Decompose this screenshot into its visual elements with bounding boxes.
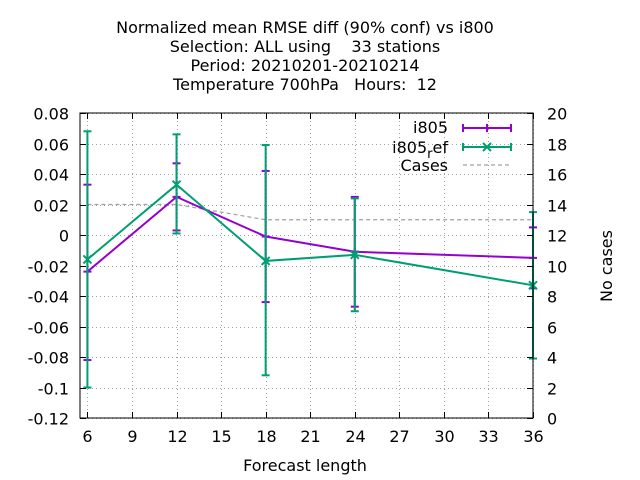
- legend-label-i805-ref-main: i805: [392, 138, 427, 157]
- y-tick-label: 0.02: [33, 197, 69, 216]
- y2-tick-label: 18: [547, 136, 567, 155]
- title-line-1: Normalized mean RMSE diff (90% conf) vs …: [116, 18, 494, 37]
- legend-marker: [482, 142, 492, 152]
- title-line-4: Temperature 700hPa Hours: 12: [172, 75, 437, 94]
- grid: [80, 113, 534, 419]
- i805-ref-point: [350, 250, 360, 260]
- x-tick-label: 36: [523, 427, 543, 446]
- y2-tick-label: 12: [547, 227, 567, 246]
- y-tick-label: 0.06: [33, 136, 69, 155]
- y-tick-label: 0.08: [33, 105, 69, 124]
- i805-line: [86, 195, 534, 273]
- x-tick-label: 6: [82, 427, 92, 446]
- legend-swatch-i805-ref: [462, 142, 512, 152]
- legend-label-i805-ref-sub: r: [427, 147, 433, 162]
- y2-tick-label: 6: [547, 319, 557, 338]
- i805-ref-line: [86, 183, 534, 287]
- plot-border: [79, 112, 534, 419]
- chart-title: Normalized mean RMSE diff (90% conf) vs …: [116, 18, 494, 94]
- x-tick-label: 30: [434, 427, 454, 446]
- y-tick-label: -0.12: [28, 410, 69, 429]
- series-cases: [87, 203, 533, 221]
- y-tick-label: -0.06: [28, 319, 69, 338]
- y2-axis-label: No cases: [597, 230, 616, 302]
- title-line-2: Selection: ALL using 33 stations: [170, 37, 440, 56]
- legend-marker: [483, 124, 491, 132]
- x-axis-label: Forecast length: [243, 456, 367, 475]
- x-tick-label: 15: [211, 427, 231, 446]
- i805-ref-point: [82, 254, 93, 265]
- legend-label-cases: Cases: [401, 156, 449, 175]
- x-tick-label: 33: [478, 427, 498, 446]
- x-tick-label: 27: [389, 427, 409, 446]
- y-tick-label: -0.1: [38, 380, 69, 399]
- y-tick-label: 0: [59, 227, 69, 246]
- y2-tick-label: 16: [547, 166, 567, 185]
- legend-label-i805-ref: i805ref: [392, 138, 448, 162]
- x-tick-label: 9: [127, 427, 137, 446]
- i805-ref-point: [260, 256, 271, 266]
- legend-label-i805-ref-tail: ef: [433, 138, 449, 157]
- y2-tick-label: 20: [547, 105, 567, 124]
- y2-tick-label: 4: [547, 349, 557, 368]
- y-tick-label: 0.04: [33, 166, 69, 185]
- y2-tick-label: 2: [547, 380, 557, 399]
- cases-line: [87, 203, 533, 221]
- y2-tick-label: 10: [547, 258, 567, 277]
- x-tick-label: 18: [256, 427, 276, 446]
- y2-tick-label: 0: [547, 410, 557, 429]
- title-line-3: Period: 20210201-20210214: [190, 56, 419, 75]
- axis-ticks: 6 9 12 15 18 21 24 27 30 33 360.080.060.040.020-0.…: [28, 105, 568, 447]
- x-tick-label: 24: [345, 427, 365, 446]
- y2-tick-label: 14: [547, 197, 567, 216]
- i805-ref-point: [171, 179, 182, 190]
- x-tick-label: 12: [167, 427, 187, 446]
- y-tick-label: -0.02: [28, 258, 69, 277]
- y2-tick-label: 8: [547, 288, 557, 307]
- y-tick-label: -0.04: [28, 288, 69, 307]
- y-tick-label: -0.08: [28, 349, 69, 368]
- series-i805-ref: [82, 130, 538, 389]
- x-tick-label: 21: [300, 427, 320, 446]
- legend: i805 i805ref Cases: [392, 118, 512, 175]
- legend-swatch-i805: [462, 124, 512, 132]
- legend-label-i805: i805: [413, 118, 448, 137]
